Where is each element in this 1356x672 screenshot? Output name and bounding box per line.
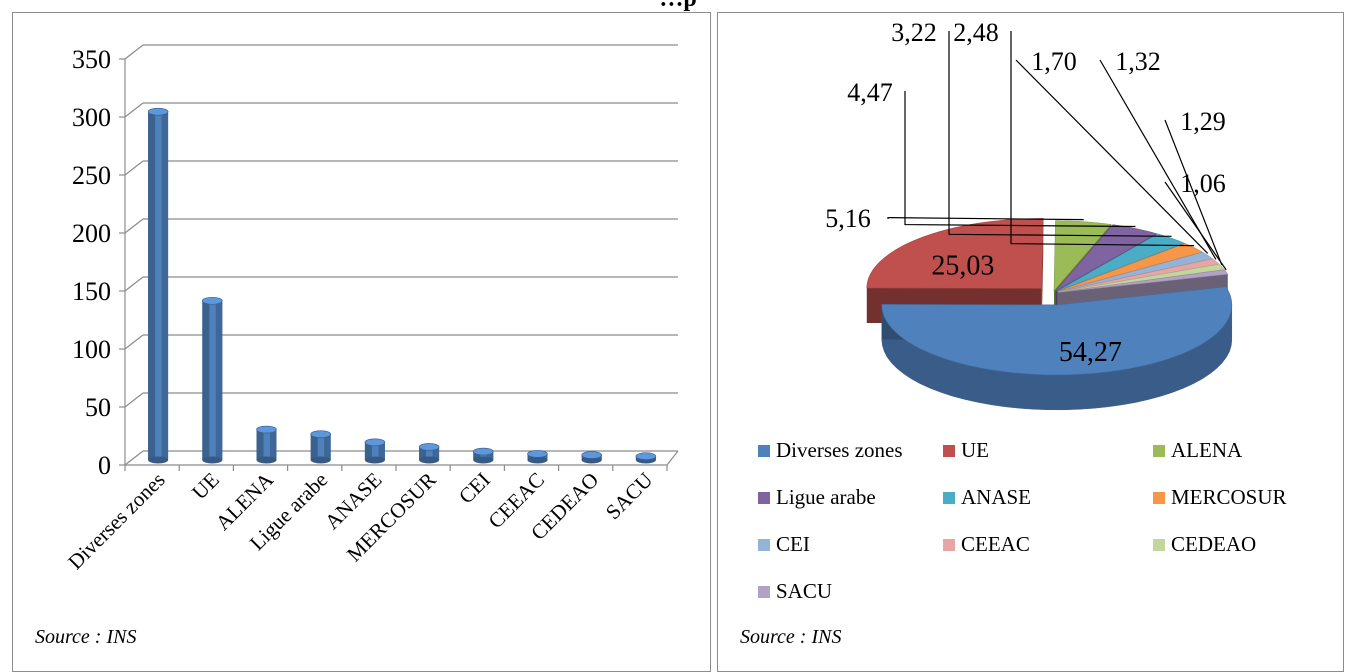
legend-item: UE: [943, 438, 989, 463]
legend-swatch: [943, 491, 955, 504]
pie-leader-line: [887, 217, 1084, 221]
source-note-left: Source : INS: [35, 626, 137, 648]
pie-value-label: 1,32: [1115, 47, 1161, 76]
x-tick-label: CEI: [454, 468, 495, 509]
bar-chart-panel: 0 50 100 150 200 250 300 350 Diverses zones UE ALE…: [12, 12, 711, 672]
grid-diagonal: [124, 276, 144, 292]
source-note-right: Source : INS: [740, 626, 842, 648]
legend-item: CEDEAO: [1153, 532, 1256, 557]
pie-leader-line: [1164, 181, 1227, 271]
legend-swatch: [1153, 538, 1165, 551]
x-tick-label: UE: [187, 468, 224, 505]
bar: [310, 430, 332, 464]
legend-swatch: [943, 538, 955, 551]
pie-value-label: 54,27: [1059, 337, 1122, 368]
pie-leader-line: [1015, 59, 1209, 254]
bar: [635, 452, 657, 464]
legend-label: ALENA: [1171, 438, 1243, 462]
legend-item: CEI: [758, 532, 810, 557]
pie-slice: [1053, 220, 1112, 292]
pie-value-label: 5,16: [825, 204, 871, 233]
legend-label: Diverses zones: [776, 438, 903, 462]
grid-diagonal: [124, 392, 144, 408]
y-tick-label: 250: [72, 161, 111, 190]
legend-swatch: [1153, 491, 1165, 504]
legend-label: CEEAC: [961, 532, 1030, 556]
legend-item: CEEAC: [943, 532, 1030, 557]
legend-swatch: [943, 444, 955, 457]
legend-label: ANASE: [961, 485, 1032, 509]
bar: [581, 451, 603, 464]
pie-leader-line: [1099, 59, 1217, 260]
x-tick-label: SACU: [601, 468, 658, 525]
legend-item: MERCOSUR: [1153, 485, 1287, 510]
grid-diagonal: [124, 218, 144, 234]
pie-value-label: 25,03: [931, 251, 994, 282]
bar: [418, 443, 440, 464]
bar: [527, 450, 548, 464]
legend-item: ANASE: [943, 485, 1031, 510]
grid-diagonal: [124, 334, 144, 350]
y-tick-label: 300: [72, 103, 111, 132]
pie-leader-line: [904, 91, 1136, 228]
pie-slice: [1055, 224, 1158, 292]
pie-labels: 54,27 25,03 5,16 4,47 3,22 2,48 1,70 1,32 1,29 1,…: [825, 18, 1227, 368]
pie-value-label: 1,06: [1180, 169, 1226, 198]
pie-tops: [866, 218, 1233, 376]
y-tick-label: 0: [98, 451, 111, 480]
pie-chart-panel: 54,27 25,03 5,16 4,47 3,22 2,48 1,70 1,32 1,29 1,…: [717, 12, 1344, 672]
x-tick-label: Diverses zones: [63, 468, 169, 574]
legend-label: CEI: [776, 532, 810, 556]
y-tick-label: 200: [72, 219, 111, 248]
y-tick-label: 50: [85, 393, 111, 422]
legend-swatch: [758, 444, 770, 457]
legend-label: UE: [961, 438, 989, 462]
legend-swatch: [758, 538, 770, 551]
pie-leader-line: [948, 31, 1172, 237]
legend-swatch: [758, 491, 770, 504]
page-title: …p: [0, 0, 1356, 13]
pie-chart: 54,27 25,03 5,16 4,47 3,22 2,48 1,70 1,32 1,29 1,…: [825, 18, 1233, 411]
bar: [256, 425, 277, 464]
floor-edge: [666, 450, 679, 466]
grid-diagonal: [124, 160, 144, 176]
legend-item: ALENA: [1153, 438, 1242, 463]
grid-diagonal: [124, 450, 144, 466]
grid-diagonal: [124, 102, 144, 118]
pie-slice: [1058, 269, 1229, 293]
y-tick-label: 100: [72, 335, 111, 364]
legend-item: Diverses zones: [758, 438, 903, 463]
legend-swatch: [758, 585, 770, 598]
legend-label: MERCOSUR: [1171, 485, 1287, 509]
y-tick-label: 350: [72, 45, 111, 74]
bar: [364, 438, 386, 464]
pie-slice: [1057, 243, 1203, 292]
pie-value-label: 2,48: [953, 18, 999, 47]
legend-item: SACU: [758, 579, 832, 604]
pie-value-label: 1,29: [1180, 107, 1226, 136]
legend-label: Ligue arabe: [776, 485, 876, 509]
bar: [202, 296, 223, 464]
bar: [472, 447, 494, 464]
y-tick-label: 150: [72, 277, 111, 306]
pie-slice: [881, 286, 1233, 376]
pie-leader-line: [1164, 119, 1223, 266]
bar: [147, 107, 169, 464]
legend-label: SACU: [776, 579, 833, 603]
pie-leader-line: [1010, 31, 1195, 247]
legend-swatch: [1153, 444, 1165, 457]
pie-value-label: 1,70: [1031, 47, 1077, 76]
grid-diagonal: [124, 44, 144, 60]
legend-item: Ligue arabe: [758, 485, 876, 510]
legend-label: CEDEAO: [1171, 532, 1257, 556]
pie-value-label: 4,47: [847, 78, 893, 107]
pie-slice: [1056, 233, 1186, 292]
pie-value-label: 3,22: [891, 18, 937, 47]
